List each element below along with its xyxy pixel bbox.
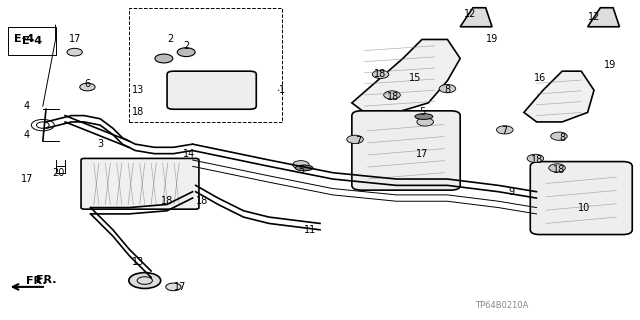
Ellipse shape <box>295 165 313 171</box>
Polygon shape <box>588 8 620 27</box>
Text: 5: 5 <box>298 164 304 174</box>
Text: 18: 18 <box>387 92 399 101</box>
Text: FR.: FR. <box>36 275 57 285</box>
Text: 18: 18 <box>531 155 543 165</box>
Text: 1: 1 <box>278 85 285 95</box>
Text: 18: 18 <box>132 108 145 117</box>
Circle shape <box>347 135 364 143</box>
Circle shape <box>166 283 181 291</box>
Text: 8: 8 <box>559 133 565 143</box>
Text: 8: 8 <box>444 85 451 95</box>
Text: 15: 15 <box>410 73 422 83</box>
Text: 19: 19 <box>486 35 498 44</box>
Text: 2: 2 <box>183 41 189 51</box>
Circle shape <box>292 161 309 169</box>
Text: 17: 17 <box>416 149 428 159</box>
Text: 16: 16 <box>534 73 546 83</box>
Text: 4: 4 <box>24 101 30 111</box>
Polygon shape <box>352 39 460 112</box>
Text: 5: 5 <box>419 108 425 117</box>
Text: 18: 18 <box>196 196 208 206</box>
Circle shape <box>67 48 83 56</box>
Text: E-4: E-4 <box>22 36 42 46</box>
Circle shape <box>497 126 513 134</box>
Text: 12: 12 <box>463 9 476 19</box>
Circle shape <box>372 70 389 78</box>
Circle shape <box>80 83 95 91</box>
FancyBboxPatch shape <box>81 158 199 209</box>
Ellipse shape <box>415 114 433 119</box>
Circle shape <box>550 132 567 140</box>
Text: 18: 18 <box>374 69 387 79</box>
Circle shape <box>527 154 543 163</box>
Circle shape <box>129 273 161 288</box>
Circle shape <box>155 54 173 63</box>
Text: 18: 18 <box>161 196 173 206</box>
FancyBboxPatch shape <box>531 162 632 235</box>
Text: 6: 6 <box>84 79 90 89</box>
Text: 7: 7 <box>502 126 508 136</box>
Circle shape <box>384 91 400 99</box>
Text: 13: 13 <box>132 257 145 267</box>
Polygon shape <box>460 8 492 27</box>
Text: 17: 17 <box>20 174 33 184</box>
Text: 20: 20 <box>52 168 65 178</box>
Circle shape <box>439 84 456 93</box>
Text: 19: 19 <box>604 60 616 70</box>
Circle shape <box>548 164 565 172</box>
Text: 14: 14 <box>183 149 195 159</box>
Text: 10: 10 <box>579 203 591 212</box>
Text: 3: 3 <box>97 139 103 149</box>
Text: FR.: FR. <box>26 276 47 285</box>
Circle shape <box>417 118 433 126</box>
Text: 17: 17 <box>173 282 186 292</box>
Text: 11: 11 <box>304 225 317 235</box>
Text: 17: 17 <box>68 35 81 44</box>
Text: E-4: E-4 <box>13 35 34 44</box>
Text: TP64B0210A: TP64B0210A <box>475 301 528 310</box>
FancyBboxPatch shape <box>167 71 256 109</box>
Text: 4: 4 <box>24 130 30 140</box>
Text: 2: 2 <box>167 35 173 44</box>
Text: 9: 9 <box>508 187 514 197</box>
Text: 12: 12 <box>588 12 600 22</box>
Circle shape <box>177 48 195 57</box>
Text: 7: 7 <box>355 136 362 146</box>
Text: 18: 18 <box>553 164 565 174</box>
Polygon shape <box>524 71 594 122</box>
FancyBboxPatch shape <box>352 111 460 190</box>
Text: 13: 13 <box>132 85 145 95</box>
